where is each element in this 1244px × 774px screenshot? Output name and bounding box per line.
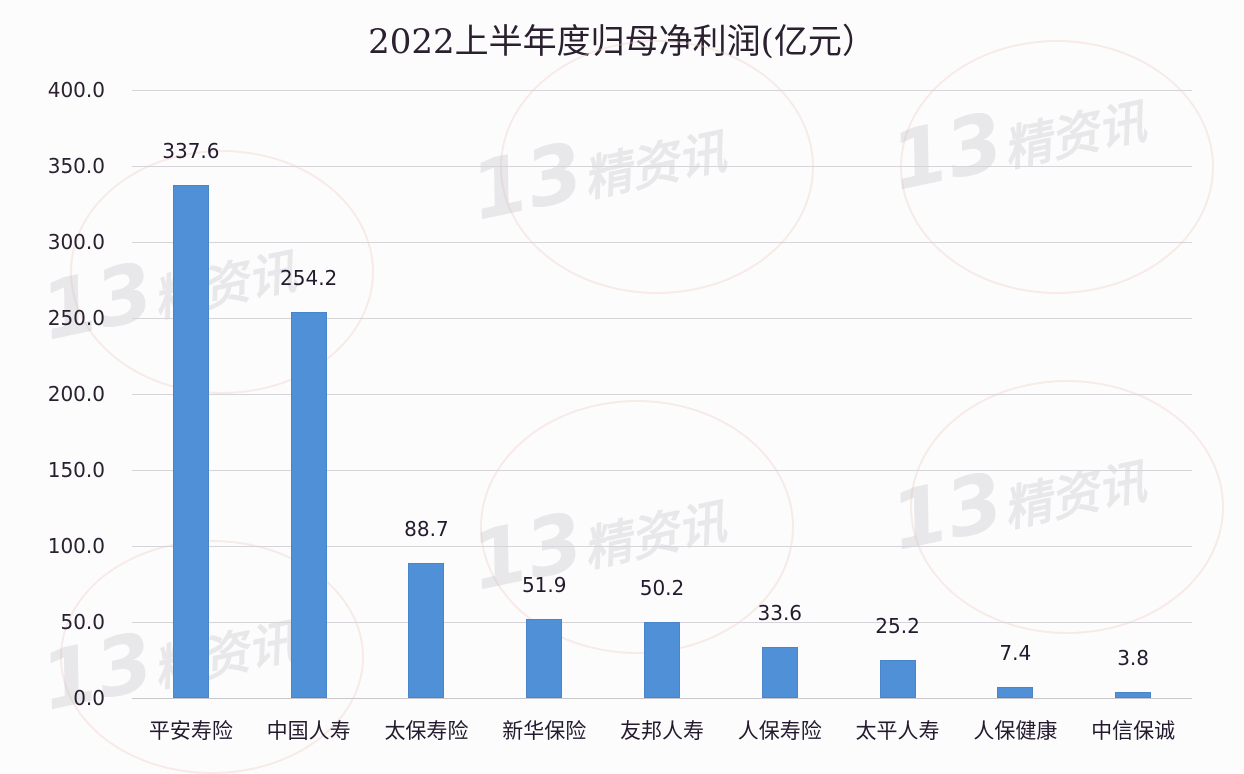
bar[interactable] — [408, 563, 445, 698]
gridline — [132, 698, 1192, 699]
bar-value-label: 337.6 — [162, 138, 220, 163]
gridline — [132, 470, 1192, 471]
bar-value-label: 50.2 — [639, 575, 685, 600]
x-tick-label: 人保健康 — [973, 719, 1058, 743]
x-tick-label: 平安寿险 — [148, 719, 233, 743]
gridline — [132, 546, 1192, 547]
x-tick-label: 中国人寿 — [266, 719, 351, 743]
x-tick-label: 太保寿险 — [384, 719, 469, 743]
bar-value-label: 25.2 — [875, 613, 920, 638]
gridline — [132, 394, 1192, 395]
bar-value-label: 51.9 — [521, 573, 567, 598]
bar-value-label: 3.8 — [1117, 646, 1150, 671]
gridline — [132, 242, 1192, 243]
bar[interactable] — [761, 646, 798, 698]
gridline — [132, 166, 1192, 167]
x-tick-label: 友邦人寿 — [620, 719, 704, 743]
y-tick-label: 250.0 — [47, 306, 105, 330]
x-tick-label: 人保寿险 — [737, 719, 822, 743]
y-tick-label: 150.0 — [47, 458, 105, 482]
gridline — [132, 318, 1192, 319]
bar[interactable] — [997, 686, 1034, 698]
y-tick-label: 400.0 — [47, 78, 105, 102]
chart-title: 2022上半年度归母净利润(亿元） — [368, 22, 876, 62]
plot-area: 337.6 254.2 88.7 51.9 50.2 33.6 25.2 7.4 3.8 — [132, 90, 1192, 699]
y-tick-label: 200.0 — [47, 382, 105, 406]
x-tick-label: 中信保诚 — [1091, 719, 1176, 743]
x-tick-label: 新华保险 — [502, 719, 587, 743]
y-tick-label: 0.0 — [73, 686, 105, 710]
gridline — [132, 90, 1192, 91]
bar-value-label: 88.7 — [404, 517, 449, 542]
bar[interactable] — [879, 659, 916, 698]
y-tick-label: 350.0 — [47, 154, 105, 178]
y-tick-label: 100.0 — [47, 534, 105, 558]
bar[interactable] — [172, 184, 209, 698]
bar[interactable] — [526, 619, 563, 698]
bar[interactable] — [290, 311, 327, 698]
bar[interactable] — [644, 621, 680, 698]
bar-value-label: 7.4 — [999, 640, 1032, 665]
y-tick-label: 300.0 — [47, 230, 105, 254]
y-tick-label: 50.0 — [60, 610, 105, 634]
x-tick-label: 太平人寿 — [855, 719, 940, 743]
bar[interactable] — [1115, 692, 1152, 698]
bar-value-label: 254.2 — [280, 265, 338, 290]
bar-value-label: 33.6 — [757, 600, 803, 625]
